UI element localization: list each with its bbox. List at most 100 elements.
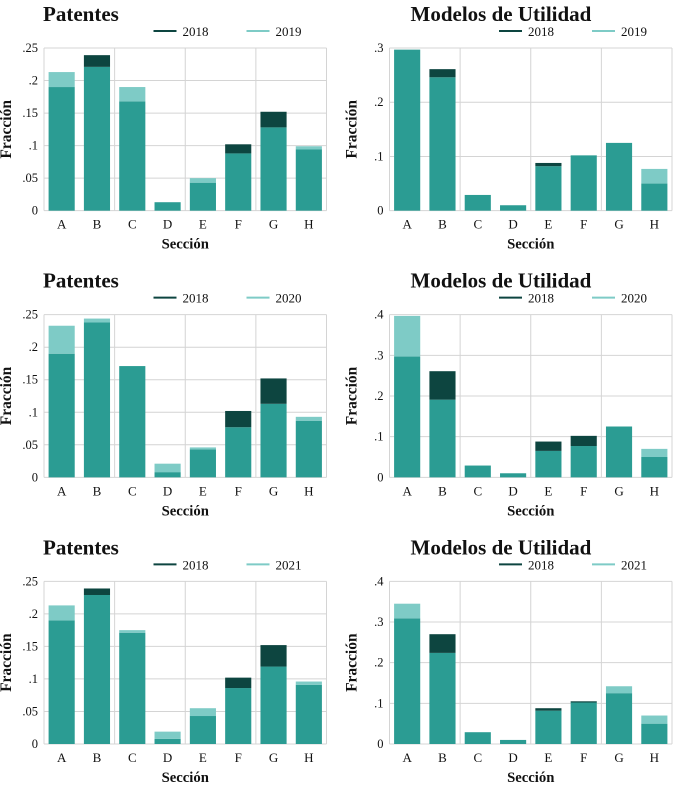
svg-text:C: C: [473, 217, 482, 232]
svg-text:G: G: [614, 750, 623, 765]
svg-text:.3: .3: [374, 41, 383, 55]
svg-text:.15: .15: [22, 639, 38, 653]
svg-text:D: D: [508, 483, 517, 498]
svg-text:C: C: [128, 750, 137, 765]
svg-text:E: E: [199, 750, 207, 765]
svg-text:.15: .15: [22, 373, 38, 387]
svg-text:G: G: [269, 217, 278, 232]
svg-text:2021: 2021: [276, 557, 302, 572]
svg-text:0: 0: [377, 204, 383, 218]
svg-text:F: F: [580, 750, 587, 765]
svg-text:.2: .2: [374, 656, 383, 670]
svg-text:.05: .05: [22, 171, 38, 185]
svg-text:G: G: [614, 217, 623, 232]
svg-text:.3: .3: [374, 615, 383, 629]
svg-text:0: 0: [377, 470, 383, 484]
svg-text:.4: .4: [374, 574, 384, 588]
svg-text:.1: .1: [374, 430, 383, 444]
svg-text:C: C: [473, 750, 482, 765]
svg-text:.1: .1: [374, 149, 383, 163]
svg-text:0: 0: [377, 737, 383, 751]
svg-text:D: D: [163, 750, 172, 765]
svg-text:.05: .05: [22, 438, 38, 452]
svg-text:G: G: [269, 483, 278, 498]
svg-text:.05: .05: [22, 704, 38, 718]
svg-text:2021: 2021: [621, 557, 647, 572]
svg-text:.2: .2: [29, 74, 38, 88]
svg-text:.25: .25: [22, 574, 38, 588]
svg-text:2019: 2019: [621, 24, 647, 39]
svg-text:2018: 2018: [528, 291, 554, 306]
svg-text:B: B: [93, 217, 102, 232]
svg-text:Sección: Sección: [507, 237, 554, 253]
svg-text:D: D: [508, 217, 517, 232]
svg-text:H: H: [304, 750, 313, 765]
svg-text:E: E: [544, 217, 552, 232]
svg-text:2018: 2018: [183, 291, 209, 306]
svg-text:B: B: [93, 483, 102, 498]
svg-text:Sección: Sección: [162, 503, 209, 519]
svg-text:.1: .1: [29, 672, 38, 686]
svg-text:Modelos de Utilidad: Modelos de Utilidad: [411, 2, 592, 26]
svg-text:E: E: [544, 483, 552, 498]
svg-text:0: 0: [32, 470, 38, 484]
svg-text:Patentes: Patentes: [43, 269, 119, 293]
svg-text:H: H: [304, 483, 313, 498]
svg-text:2019: 2019: [276, 24, 302, 39]
svg-text:2018: 2018: [528, 24, 554, 39]
svg-text:Fracción: Fracción: [0, 633, 15, 692]
svg-text:Sección: Sección: [507, 503, 554, 519]
svg-text:F: F: [580, 217, 587, 232]
svg-text:.2: .2: [374, 389, 383, 403]
svg-text:G: G: [614, 483, 623, 498]
svg-text:D: D: [163, 217, 172, 232]
svg-text:G: G: [269, 750, 278, 765]
svg-text:2020: 2020: [276, 291, 302, 306]
svg-text:Patentes: Patentes: [43, 2, 119, 26]
svg-text:.15: .15: [22, 106, 38, 120]
svg-text:D: D: [163, 483, 172, 498]
svg-text:C: C: [128, 217, 137, 232]
svg-text:E: E: [544, 750, 552, 765]
svg-text:Modelos de Utilidad: Modelos de Utilidad: [411, 269, 592, 293]
svg-text:H: H: [650, 217, 659, 232]
svg-text:.1: .1: [374, 696, 383, 710]
svg-text:.4: .4: [374, 308, 384, 322]
svg-text:C: C: [473, 483, 482, 498]
svg-text:Sección: Sección: [162, 770, 209, 786]
svg-text:Fracción: Fracción: [344, 366, 361, 425]
svg-text:Fracción: Fracción: [344, 100, 361, 159]
svg-text:A: A: [402, 750, 412, 765]
svg-text:B: B: [438, 750, 447, 765]
svg-text:Modelos de Utilidad: Modelos de Utilidad: [411, 535, 592, 559]
svg-text:B: B: [438, 217, 447, 232]
svg-text:F: F: [235, 217, 242, 232]
svg-text:Sección: Sección: [507, 770, 554, 786]
svg-text:A: A: [402, 483, 412, 498]
svg-text:Sección: Sección: [162, 237, 209, 253]
svg-text:H: H: [650, 750, 659, 765]
svg-text:.2: .2: [29, 340, 38, 354]
svg-text:C: C: [128, 483, 137, 498]
svg-text:B: B: [93, 750, 102, 765]
svg-text:Fracción: Fracción: [344, 633, 361, 692]
svg-text:E: E: [199, 483, 207, 498]
svg-text:2020: 2020: [621, 291, 647, 306]
svg-text:F: F: [580, 483, 587, 498]
svg-text:2018: 2018: [183, 557, 209, 572]
svg-text:.3: .3: [374, 348, 383, 362]
svg-text:.2: .2: [29, 607, 38, 621]
svg-text:H: H: [650, 483, 659, 498]
svg-text:.25: .25: [22, 308, 38, 322]
svg-text:2018: 2018: [528, 557, 554, 572]
svg-text:B: B: [438, 483, 447, 498]
svg-text:.1: .1: [29, 405, 38, 419]
svg-text:.25: .25: [22, 41, 38, 55]
svg-text:F: F: [235, 750, 242, 765]
svg-text:Patentes: Patentes: [43, 535, 119, 559]
svg-text:H: H: [304, 217, 313, 232]
svg-text:0: 0: [32, 737, 38, 751]
svg-text:2018: 2018: [183, 24, 209, 39]
svg-text:A: A: [57, 750, 67, 765]
svg-text:Fracción: Fracción: [0, 366, 15, 425]
